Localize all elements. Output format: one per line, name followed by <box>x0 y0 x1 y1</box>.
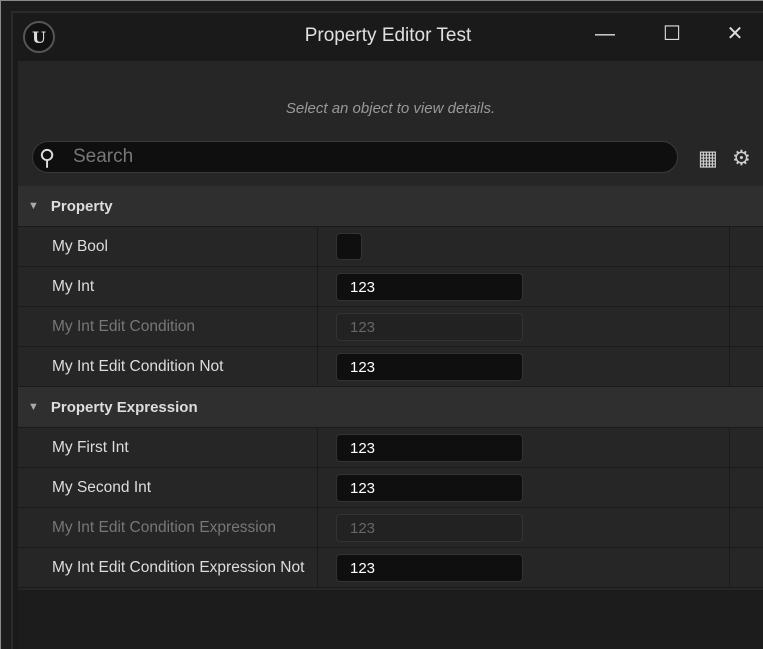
category-label: Property <box>50 197 113 215</box>
property-name: My Int Edit Condition Not <box>52 358 224 375</box>
column-divider[interactable] <box>317 267 318 306</box>
property-row: My Int Edit Condition Expression 123 <box>18 508 763 548</box>
table-icon[interactable]: ▦ <box>698 147 718 170</box>
gear-icon[interactable]: ⚙ <box>732 147 751 170</box>
column-divider[interactable] <box>317 468 318 507</box>
category-label: Property Expression <box>50 398 198 416</box>
int-value-field: 123 <box>336 514 523 542</box>
property-name: My First Int <box>52 439 129 456</box>
column-divider <box>729 227 730 266</box>
property-row: My Int 123 <box>18 267 763 307</box>
property-row: My Bool <box>18 227 763 267</box>
property-name: My Int Edit Condition Expression <box>52 519 276 536</box>
property-name: My Int Edit Condition Expression Not <box>52 559 305 576</box>
column-divider <box>729 347 730 386</box>
expand-arrow-icon[interactable]: ▼ <box>28 200 39 212</box>
int-value-field[interactable]: 123 <box>336 353 523 381</box>
search-input[interactable] <box>73 145 663 169</box>
int-value-field[interactable]: 123 <box>336 554 523 582</box>
column-divider <box>729 267 730 306</box>
property-row: My Int Edit Condition 123 <box>18 307 763 347</box>
column-divider <box>729 548 730 587</box>
column-divider <box>729 468 730 507</box>
column-divider <box>729 508 730 547</box>
column-divider[interactable] <box>317 548 318 587</box>
search-icon: ⚲ <box>39 145 56 170</box>
int-value-field[interactable]: 123 <box>336 273 523 301</box>
int-value-field[interactable]: 123 <box>336 474 523 502</box>
int-value-field: 123 <box>336 313 523 341</box>
property-row: My Int Edit Condition Not 123 <box>18 347 763 387</box>
column-divider[interactable] <box>317 307 318 346</box>
column-divider[interactable] <box>317 347 318 386</box>
property-grid: ▼ Property My Bool My Int 123 My Int Edit Con… <box>18 186 763 588</box>
property-editor-window: U Property Editor Test — ☐ ✕ Select an o… <box>11 11 763 649</box>
unreal-logo-icon: U <box>23 21 55 53</box>
column-divider[interactable] <box>317 227 318 266</box>
column-divider <box>729 307 730 346</box>
empty-area <box>18 590 763 649</box>
int-value-field[interactable]: 123 <box>336 434 523 462</box>
close-button[interactable]: ✕ <box>726 23 744 45</box>
property-name: My Int <box>52 278 95 295</box>
property-row: My Int Edit Condition Expression Not 123 <box>18 548 763 588</box>
details-panel: Select an object to view details. ⚲ ▦ ⚙ … <box>18 61 763 649</box>
column-divider[interactable] <box>317 508 318 547</box>
property-row: My First Int 123 <box>18 428 763 468</box>
category-header[interactable]: ▼ Property <box>18 186 763 227</box>
expand-arrow-icon[interactable]: ▼ <box>28 401 39 413</box>
property-row: My Second Int 123 <box>18 468 763 508</box>
category-header[interactable]: ▼ Property Expression <box>18 387 763 428</box>
property-name: My Second Int <box>52 479 152 496</box>
search-box[interactable]: ⚲ <box>32 141 678 173</box>
title-bar[interactable]: U Property Editor Test — ☐ ✕ <box>13 13 763 61</box>
column-divider[interactable] <box>317 428 318 467</box>
column-divider <box>729 428 730 467</box>
bool-checkbox[interactable] <box>336 233 362 260</box>
empty-selection-hint: Select an object to view details. <box>285 100 496 117</box>
property-name: My Bool <box>52 238 108 255</box>
property-name: My Int Edit Condition <box>52 318 196 335</box>
maximize-button[interactable]: ☐ <box>663 23 681 45</box>
minimize-button[interactable]: — <box>595 23 615 45</box>
window-title: Property Editor Test <box>304 25 472 46</box>
